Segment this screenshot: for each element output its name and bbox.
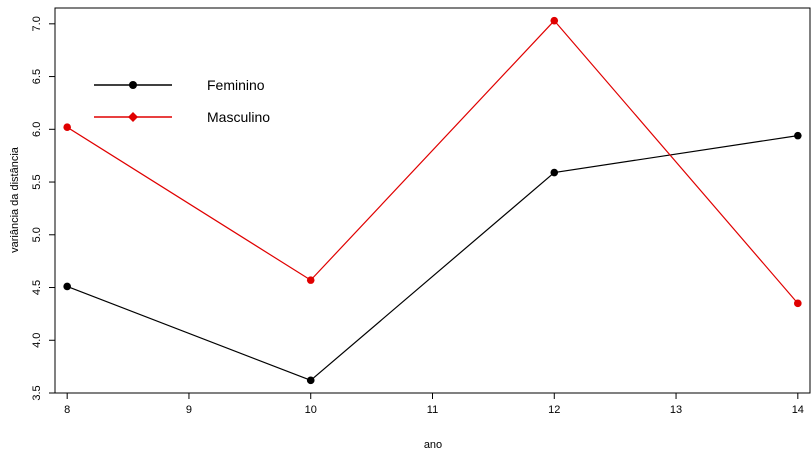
y-tick-label: 4.0	[31, 333, 43, 348]
x-tick-label: 9	[186, 404, 192, 416]
data-point-feminino	[306, 376, 315, 385]
y-axis-title: variância da distância	[9, 146, 21, 253]
x-tick-label: 11	[427, 404, 438, 416]
y-axis: 3.5 4.0 4.5 5.0 5.5 6.0 6.5 7.0	[31, 16, 55, 401]
x-tick-label: 10	[305, 404, 317, 416]
y-tick-label: 3.5	[31, 385, 43, 400]
data-point-masculino	[550, 16, 559, 25]
data-point-feminino	[794, 131, 802, 140]
x-tick-label: 12	[548, 404, 560, 416]
x-tick-label: 8	[64, 404, 70, 416]
data-point-masculino	[794, 299, 802, 308]
legend-marker-feminino	[129, 81, 137, 89]
y-tick-label: 4.5	[31, 280, 43, 295]
y-tick-label: 5.5	[31, 174, 43, 189]
data-point-feminino	[550, 168, 559, 177]
legend-marker-masculino	[128, 112, 138, 122]
x-axis: 8 9 10 11 12 13 14	[64, 393, 804, 416]
data-point-masculino	[63, 123, 71, 131]
data-point-masculino	[306, 276, 315, 284]
y-tick-label: 6.5	[31, 69, 43, 84]
legend-label-masculino: Masculino	[207, 109, 270, 125]
y-tick-label: 7.0	[31, 16, 43, 31]
x-tick-label: 14	[792, 404, 804, 416]
series-line-masculino	[66, 19, 799, 304]
x-axis-title: ano	[424, 439, 442, 451]
y-tick-label: 5.0	[31, 227, 43, 242]
y-tick-label: 6.0	[31, 122, 43, 137]
plot-frame	[54, 7, 811, 394]
legend-label-feminino: Feminino	[207, 77, 265, 93]
series-layer	[63, 16, 802, 385]
x-tick-label: 13	[670, 404, 682, 416]
series-line-feminino	[66, 135, 798, 382]
legend: Feminino Masculino	[94, 77, 270, 125]
data-point-feminino	[63, 282, 71, 291]
